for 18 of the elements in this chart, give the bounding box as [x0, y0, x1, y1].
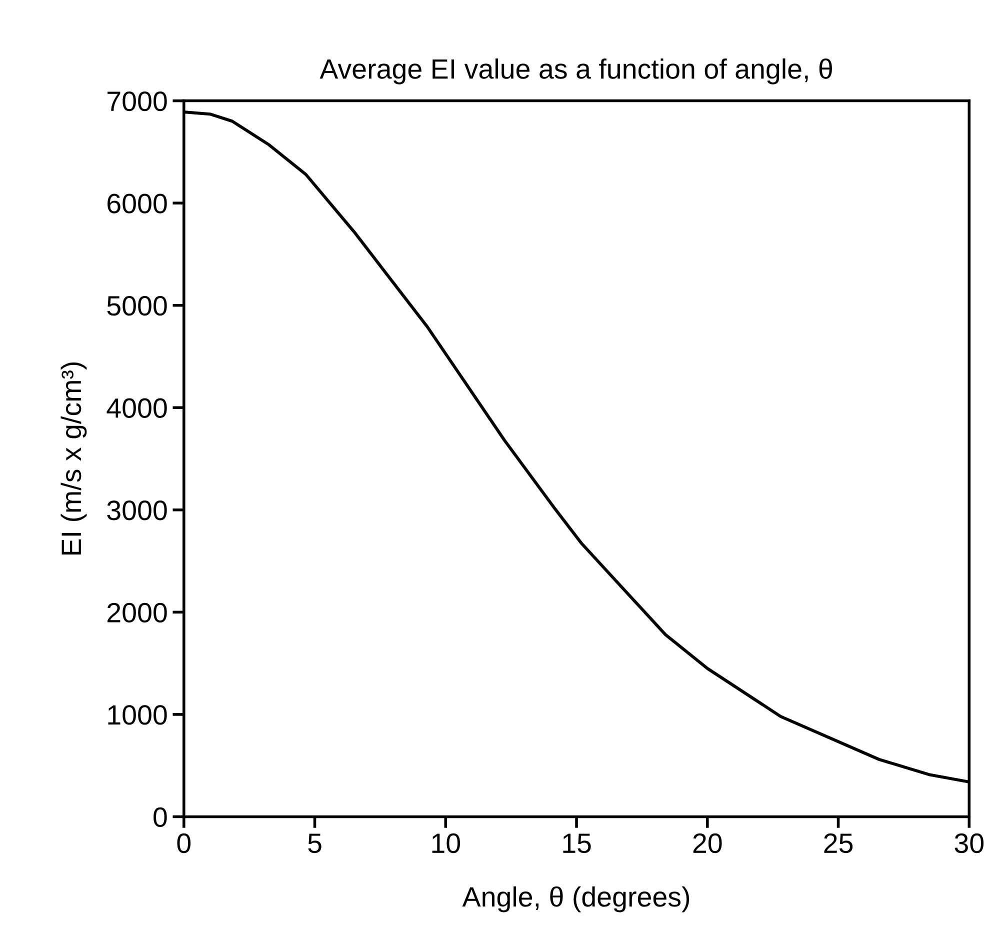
- y-tick-label: 3000: [107, 500, 167, 520]
- x-tick-label: 10: [432, 833, 460, 854]
- x-tick-label: 30: [954, 833, 984, 854]
- y-tick-label: 7000: [108, 91, 167, 112]
- x-tick-label: 0: [177, 833, 191, 854]
- y-axis-title: EI (m/s x g/cm³): [60, 362, 87, 554]
- x-tick-label: 25: [824, 833, 853, 854]
- y-tick-label: 5000: [107, 296, 167, 316]
- y-tick-label: 6000: [108, 194, 167, 214]
- y-tick-label: 1000: [108, 705, 167, 725]
- x-tick-label: 5: [308, 834, 322, 854]
- chart-title: Average EI value as a function of angle, θ: [320, 58, 832, 84]
- y-tick-label: 4000: [106, 398, 167, 418]
- y-tick-label: 0: [154, 807, 167, 828]
- x-axis-title: Angle, θ (degrees): [462, 886, 690, 912]
- x-tick-label: 15: [563, 834, 591, 854]
- x-tick-label: 20: [693, 833, 722, 854]
- y-tick-label: 2000: [108, 602, 167, 623]
